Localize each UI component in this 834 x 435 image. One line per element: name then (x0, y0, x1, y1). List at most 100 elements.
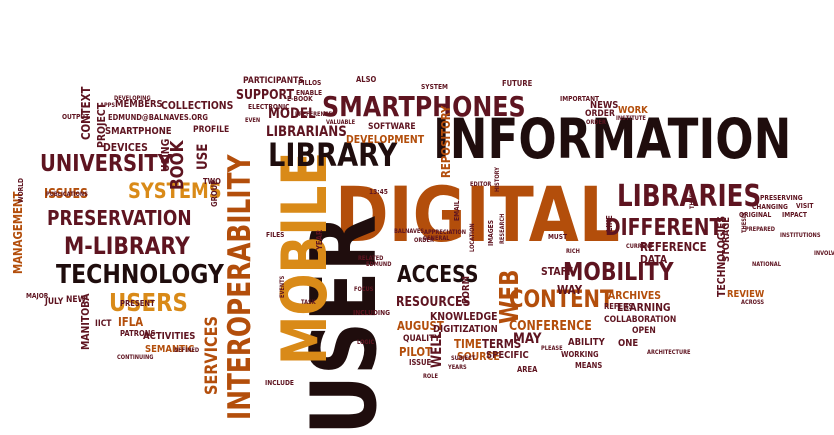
cloud-word: WORKING (561, 350, 599, 359)
cloud-word: EVEN (245, 117, 261, 124)
cloud-word: LOCATION (469, 223, 476, 252)
cloud-word: YEARS (448, 364, 467, 371)
cloud-word: SYSTEM (421, 83, 448, 91)
cloud-word: ALSO (356, 75, 377, 84)
cloud-word: MAJOR (26, 292, 49, 300)
cloud-word: 13:45 (369, 188, 388, 196)
cloud-word: DATA (640, 253, 668, 266)
cloud-word: USING (159, 138, 172, 172)
cloud-word: SMARTPHONES (322, 90, 526, 123)
cloud-word: ROLE (423, 373, 439, 380)
cloud-word: SERVICES (202, 316, 222, 395)
cloud-word: SPECIFIC (486, 350, 529, 361)
cloud-word: LIBRARY (268, 136, 398, 174)
cloud-word: STAFF (541, 265, 574, 278)
cloud-word: IICT (95, 319, 112, 329)
cloud-word: FUTURE (502, 79, 533, 88)
cloud-word: DIGITIZATION (433, 324, 498, 335)
cloud-word: NEWS (590, 100, 619, 111)
cloud-word: ACTIVITIES (143, 331, 196, 342)
cloud-word: YEAR (315, 229, 324, 250)
cloud-word: PROFILE (193, 125, 230, 135)
cloud-word: OPEN (632, 326, 656, 336)
cloud-word: PATRONS (120, 329, 156, 338)
cloud-word: CURRENT (626, 243, 653, 250)
cloud-word: SUBJECT (451, 355, 476, 362)
cloud-word: MODEL (268, 106, 316, 122)
cloud-word: ISSUES (44, 187, 89, 202)
cloud-word: LIBRARIES (617, 179, 762, 214)
cloud-word: MOBILITY (563, 257, 674, 286)
cloud-word: LIKE (605, 215, 614, 232)
cloud-word: CONTINUING (117, 354, 154, 361)
cloud-word: USERS (109, 288, 188, 317)
cloud-word: PRESERVING (760, 194, 803, 202)
cloud-word: MEMBERS (115, 99, 163, 110)
cloud-word: QUALITY (403, 334, 440, 344)
cloud-word: MUST (548, 233, 568, 241)
cloud-word: MAY (513, 331, 542, 347)
cloud-word: MEANS (575, 361, 603, 370)
cloud-word: PILLOS (298, 79, 322, 87)
cloud-word: PUBLICATIONS (46, 191, 88, 198)
cloud-word: PRESENT (120, 299, 155, 308)
cloud-word: PREPARED (745, 226, 776, 233)
cloud-word: CONFERENCE (509, 319, 592, 334)
cloud-word: SMARTPHONE (105, 126, 172, 137)
cloud-word: TWO (203, 177, 221, 186)
cloud-word: FORM (461, 275, 472, 304)
cloud-word: BALNAVES (394, 228, 425, 235)
cloud-word: UNIVERSITY (40, 151, 172, 177)
cloud-word: ORDER (585, 109, 615, 119)
cloud-word: IFLA (118, 315, 144, 329)
cloud-word: RELATED (358, 255, 384, 262)
cloud-word: INCLUDE (265, 379, 294, 387)
cloud-word: IMPORTANT (560, 95, 600, 103)
cloud-word: ORIGINAL (739, 211, 772, 219)
cloud-word: SOFTWARE (368, 122, 416, 132)
cloud-word: CHANGING (752, 203, 788, 211)
cloud-word: ELECTRONIC (248, 103, 290, 111)
cloud-word: FILES (266, 231, 285, 239)
cloud-word: LOGIC (357, 339, 375, 346)
cloud-word: DEVICES (103, 141, 148, 154)
cloud-word: THESIS (741, 212, 748, 233)
cloud-word: THREE (689, 190, 696, 209)
cloud-word: EMAIL (453, 200, 461, 221)
cloud-word: TASK (301, 299, 316, 306)
cloud-word: DEFINED (174, 347, 200, 354)
cloud-word: INVOLVED (814, 250, 834, 257)
cloud-word: USE (195, 143, 211, 170)
cloud-word: JULY (45, 297, 64, 307)
cloud-word: OUTPUT (62, 113, 90, 121)
cloud-word: EDMUND@BALNAVES.ORG (108, 113, 208, 122)
cloud-word: ONE (618, 338, 639, 349)
cloud-word: SUPPORT (236, 88, 295, 103)
cloud-word: PARTICIPANTS (243, 76, 304, 86)
cloud-word: REPOSITORY (439, 105, 453, 178)
cloud-word: ACROSS (741, 299, 765, 306)
cloud-word: LEARNING (617, 301, 671, 314)
cloud-word: PREFERENCES (295, 111, 336, 118)
cloud-word: DEVELOPING (114, 95, 151, 102)
cloud-word: APPS (100, 102, 116, 109)
cloud-word: TIME (454, 337, 482, 351)
cloud-word: AUGUST (397, 319, 444, 333)
cloud-word: DIGITAL (335, 170, 620, 259)
cloud-word: ABILITY (568, 337, 605, 348)
cloud-word: PILOT (399, 345, 433, 359)
cloud-word: REVIEW (727, 289, 765, 300)
cloud-word: EDITOR (470, 181, 492, 188)
cloud-word: SOURCE (457, 350, 500, 363)
cloud-word: NATIONAL (752, 261, 782, 268)
cloud-word: IMPACT (782, 211, 807, 219)
cloud-word: TERMS (482, 337, 522, 351)
cloud-word: VISIT (796, 202, 814, 210)
cloud-word: WORLD (17, 178, 25, 203)
cloud-word: EDMUND (366, 261, 392, 268)
cloud-word: GENERAL (423, 235, 450, 242)
cloud-word: INCLUDING (353, 309, 390, 317)
cloud-word: INTEROPERABILITY (222, 154, 258, 421)
cloud-word: ARCHIVES (608, 289, 661, 302)
